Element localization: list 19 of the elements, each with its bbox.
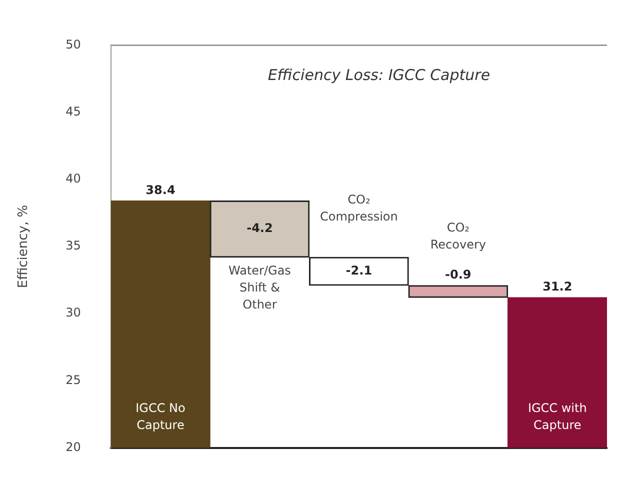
y-tick-label: 20 [66,440,81,454]
y-tick-label: 35 [66,238,81,253]
y-axis-title: Efficiency, % [16,204,32,288]
data-label: -4.2 [246,221,273,236]
y-tick-label: 50 [66,37,81,52]
data-label: 31.2 [542,280,572,294]
y-tick-label: 30 [66,306,81,320]
text: Efficiency Loss: IGCC Capture [268,66,490,84]
data-label: -2.1 [346,263,372,278]
x-tick-label: CO₂ Compression [320,192,398,224]
x-tick-label: Water/Gas Shift & Other [228,263,291,312]
x-tick-label: IGCC with Capture [528,400,587,432]
y-tick-label: 25 [66,372,81,387]
data-label: 38.4 [146,182,176,197]
y-tick-label: 40 [66,172,81,186]
x-tick-label: IGCC No Capture [136,400,186,432]
x-tick-label: CO₂ Recovery [430,220,486,252]
y-tick-label: 45 [66,104,81,118]
data-label: -0.9 [445,268,472,282]
